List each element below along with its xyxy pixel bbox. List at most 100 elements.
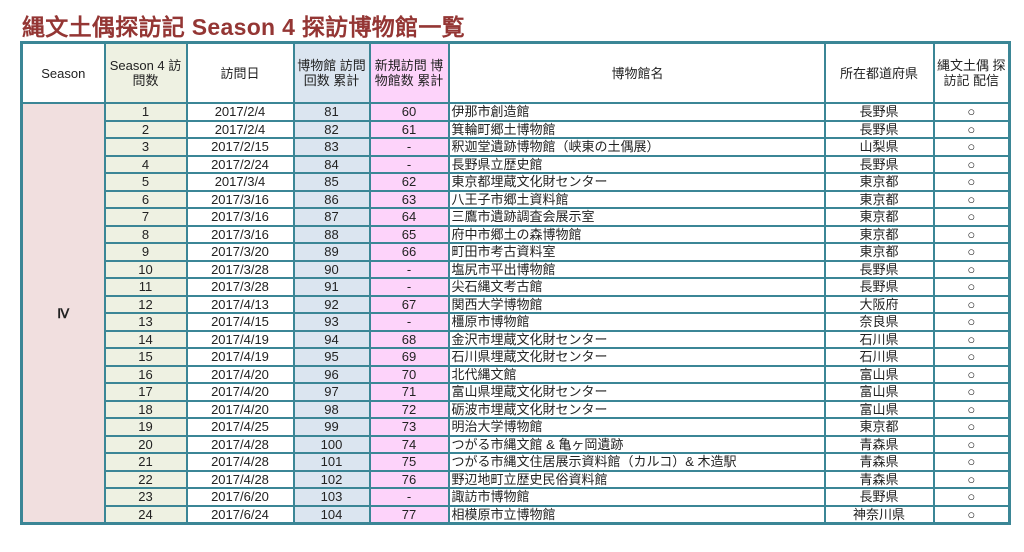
visit-count-cell: 11 xyxy=(103,277,188,297)
cumulative-visits-cell: 101 xyxy=(292,452,371,472)
museum-name-cell: 箕輪町郷土博物館 xyxy=(447,119,826,139)
prefecture-cell: 富山県 xyxy=(823,382,935,402)
header-visit-date: 訪問日 xyxy=(185,41,295,104)
delivery-cell: ○ xyxy=(932,224,1011,244)
museum-name-cell: つがる市縄文館 & 亀ヶ岡遺跡 xyxy=(447,434,826,454)
visit-count-cell: 19 xyxy=(103,417,188,437)
table-row: 19 2017/4/25 99 73 明治大学博物館 東京都 ○ xyxy=(22,417,1011,437)
table-row: 14 2017/4/19 94 68 金沢市埋蔵文化財センター 石川県 ○ xyxy=(22,329,1011,349)
visit-date-cell: 2017/6/24 xyxy=(185,504,295,525)
table-row: 21 2017/4/28 101 75 つがる市縄文住居展示資料館（カルコ）& 木造駅青… xyxy=(22,452,1011,472)
table-row: 13 2017/4/15 93- 橿原市博物館 奈良県 ○ xyxy=(22,312,1011,332)
table-row: 16 2017/4/20 96 70 北代縄文館 富山県 ○ xyxy=(22,364,1011,384)
table-row: 4 2017/2/24 84- 長野県立歴史館 長野県 ○ xyxy=(22,154,1011,174)
prefecture-cell: 長野県 xyxy=(823,154,935,174)
visit-date-cell: 2017/4/13 xyxy=(185,294,295,314)
cumulative-visits-cell: 100 xyxy=(292,434,371,454)
table-row: 8 2017/3/16 88 65 府中市郷土の森博物館 東京都 ○ xyxy=(22,224,1011,244)
visit-count-cell: 12 xyxy=(103,294,188,314)
prefecture-cell: 富山県 xyxy=(823,399,935,419)
museum-name-cell: 相模原市立博物館 xyxy=(447,504,826,525)
new-museums-cell: 72 xyxy=(368,399,450,419)
museum-name-cell: 野辺地町立歴史民俗資料館 xyxy=(447,469,826,489)
museum-name-cell: 砺波市埋蔵文化財センター xyxy=(447,399,826,419)
visit-count-cell: 10 xyxy=(103,259,188,279)
new-museums-cell: 70 xyxy=(368,364,450,384)
visit-date-cell: 2017/6/20 xyxy=(185,487,295,507)
cumulative-visits-cell: 81 xyxy=(292,102,371,122)
header-row: Season Season 4 訪問数 訪問日 博物館 訪問回数 累計 新規訪問… xyxy=(20,41,1011,104)
table-row: 7 2017/3/16 87 64 三鷹市遺跡調査会展示室 東京都 ○ xyxy=(22,207,1011,227)
visit-count-cell: 3 xyxy=(103,137,188,157)
visit-count-cell: 1 xyxy=(103,102,188,122)
visit-count-cell: 2 xyxy=(103,119,188,139)
visit-date-cell: 2017/3/4 xyxy=(185,172,295,192)
prefecture-cell: 長野県 xyxy=(823,259,935,279)
header-season: Season xyxy=(20,41,106,104)
visit-date-cell: 2017/4/28 xyxy=(185,452,295,472)
museum-name-cell: 石川県埋蔵文化財センター xyxy=(447,347,826,367)
new-museums-cell: 67 xyxy=(368,294,450,314)
new-museums-cell: 64 xyxy=(368,207,450,227)
cumulative-visits-cell: 97 xyxy=(292,382,371,402)
delivery-cell: ○ xyxy=(932,452,1011,472)
cumulative-visits-cell: 91 xyxy=(292,277,371,297)
delivery-cell: ○ xyxy=(932,487,1011,507)
new-museums-cell: 69 xyxy=(368,347,450,367)
visit-count-cell: 14 xyxy=(103,329,188,349)
visit-count-cell: 21 xyxy=(103,452,188,472)
delivery-cell: ○ xyxy=(932,207,1011,227)
visit-count-cell: 16 xyxy=(103,364,188,384)
delivery-cell: ○ xyxy=(932,277,1011,297)
header-visit-count: Season 4 訪問数 xyxy=(103,41,188,104)
new-museums-cell: - xyxy=(368,154,450,174)
new-museums-cell: 76 xyxy=(368,469,450,489)
table-row: 17 2017/4/20 97 71 富山県埋蔵文化財センター 富山県 ○ xyxy=(22,382,1011,402)
delivery-cell: ○ xyxy=(932,242,1011,262)
table-row: 15 2017/4/19 95 69 石川県埋蔵文化財センター 石川県 ○ xyxy=(22,347,1011,367)
table-row: 18 2017/4/20 98 72 砺波市埋蔵文化財センター 富山県 ○ xyxy=(22,399,1011,419)
delivery-cell: ○ xyxy=(932,312,1011,332)
visit-count-cell: 9 xyxy=(103,242,188,262)
new-museums-cell: 73 xyxy=(368,417,450,437)
delivery-cell: ○ xyxy=(932,189,1011,209)
museum-table: Season Season 4 訪問数 訪問日 博物館 訪問回数 累計 新規訪問… xyxy=(20,41,1011,525)
prefecture-cell: 長野県 xyxy=(823,487,935,507)
new-museums-cell: 60 xyxy=(368,102,450,122)
page-title: 縄文土偶探訪記 Season 4 探訪博物館一覧 xyxy=(22,14,465,40)
table-row: Ⅳ 1 2017/2/4 81 60 伊那市創造館 長野県 ○ xyxy=(20,102,1011,525)
visit-count-cell: 22 xyxy=(103,469,188,489)
prefecture-cell: 東京都 xyxy=(823,417,935,437)
new-museums-cell: 75 xyxy=(368,452,450,472)
cumulative-visits-cell: 95 xyxy=(292,347,371,367)
visit-date-cell: 2017/4/25 xyxy=(185,417,295,437)
delivery-cell: ○ xyxy=(932,154,1011,174)
visit-date-cell: 2017/4/19 xyxy=(185,329,295,349)
cumulative-visits-cell: 83 xyxy=(292,137,371,157)
museum-name-cell: 関西大学博物館 xyxy=(447,294,826,314)
prefecture-cell: 長野県 xyxy=(823,119,935,139)
visit-date-cell: 2017/3/28 xyxy=(185,259,295,279)
museum-name-cell: 伊那市創造館 xyxy=(447,102,826,122)
header-delivery: 縄文土偶 探訪記 配信 xyxy=(932,41,1011,104)
delivery-cell: ○ xyxy=(932,469,1011,489)
visit-date-cell: 2017/2/15 xyxy=(185,137,295,157)
cumulative-visits-cell: 96 xyxy=(292,364,371,384)
cumulative-visits-cell: 94 xyxy=(292,329,371,349)
visit-date-cell: 2017/3/16 xyxy=(185,224,295,244)
visit-date-cell: 2017/4/20 xyxy=(185,399,295,419)
museum-name-cell: 釈迦堂遺跡博物館（峡東の土偶展） xyxy=(447,137,826,157)
new-museums-cell: - xyxy=(368,277,450,297)
museum-name-cell: 橿原市博物館 xyxy=(447,312,826,332)
new-museums-cell: - xyxy=(368,137,450,157)
museum-name-cell: 北代縄文館 xyxy=(447,364,826,384)
prefecture-cell: 東京都 xyxy=(823,189,935,209)
header-new-museums: 新規訪問 博物館数 累計 xyxy=(368,41,450,104)
visit-date-cell: 2017/2/4 xyxy=(185,102,295,122)
delivery-cell: ○ xyxy=(932,434,1011,454)
delivery-cell: ○ xyxy=(932,102,1011,122)
prefecture-cell: 東京都 xyxy=(823,224,935,244)
visit-date-cell: 2017/3/20 xyxy=(185,242,295,262)
museum-name-cell: つがる市縄文住居展示資料館（カルコ）& 木造駅 xyxy=(447,452,826,472)
museum-name-cell: 諏訪市博物館 xyxy=(447,487,826,507)
